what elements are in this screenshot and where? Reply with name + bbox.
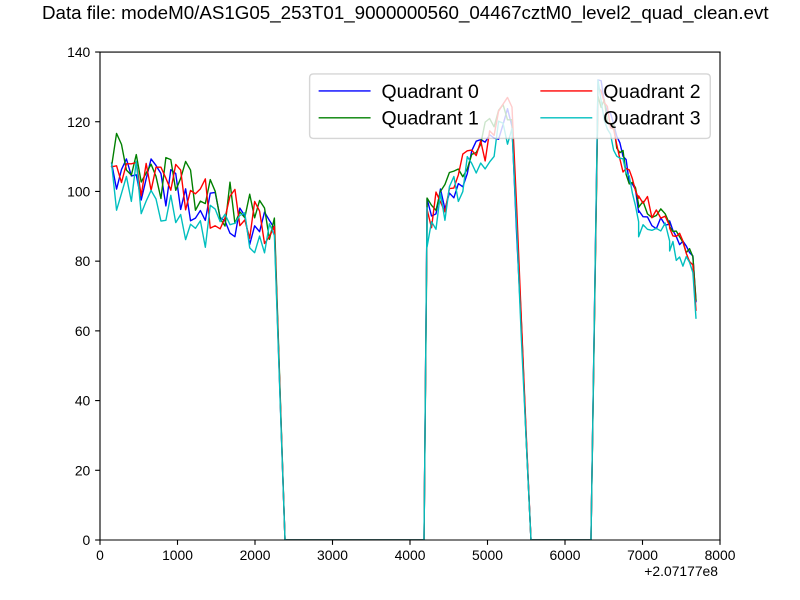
svg-text:60: 60: [75, 323, 91, 339]
svg-text:80: 80: [75, 253, 91, 269]
svg-text:6000: 6000: [550, 547, 581, 563]
svg-text:1000: 1000: [162, 547, 193, 563]
svg-text:Quadrant 3: Quadrant 3: [603, 108, 700, 130]
svg-text:7000: 7000: [627, 547, 658, 563]
svg-text:Quadrant 0: Quadrant 0: [382, 81, 479, 103]
svg-text:Quadrant 1: Quadrant 1: [382, 108, 479, 130]
svg-text:3000: 3000: [317, 547, 348, 563]
svg-text:0: 0: [83, 532, 91, 548]
svg-text:2000: 2000: [240, 547, 271, 563]
svg-text:5000: 5000: [472, 547, 503, 563]
svg-text:0: 0: [96, 547, 104, 563]
svg-text:Data file: modeM0/AS1G05_253T0: Data file: modeM0/AS1G05_253T01_90000005…: [42, 2, 769, 24]
svg-text:Quadrant 2: Quadrant 2: [603, 81, 700, 103]
svg-text:120: 120: [67, 114, 90, 130]
svg-text:4000: 4000: [395, 547, 426, 563]
svg-text:100: 100: [67, 183, 90, 199]
svg-text:40: 40: [75, 393, 91, 409]
svg-text:140: 140: [67, 44, 90, 60]
svg-text:20: 20: [75, 462, 91, 478]
svg-text:+2.07177e8: +2.07177e8: [644, 563, 718, 579]
svg-text:8000: 8000: [705, 547, 736, 563]
